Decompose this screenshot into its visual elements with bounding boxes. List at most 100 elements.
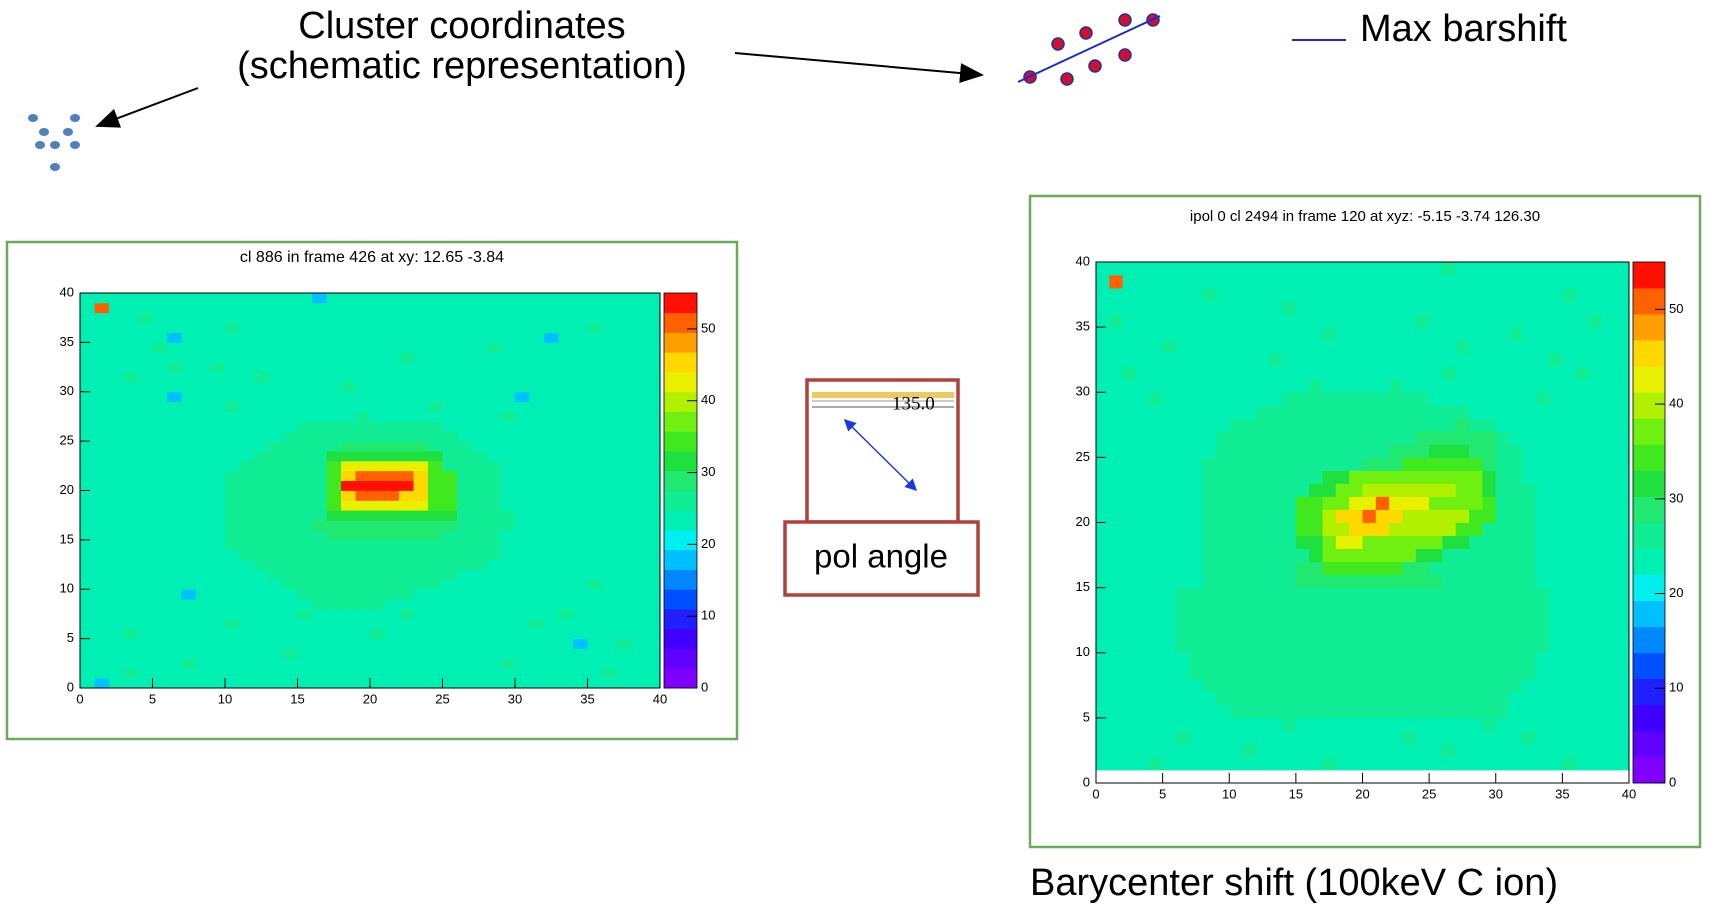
cell (1203, 262, 1217, 275)
cell (167, 570, 182, 580)
cell (240, 412, 255, 422)
cell (1429, 523, 1443, 536)
cell (225, 481, 240, 491)
cell (573, 500, 588, 510)
cell (1269, 483, 1283, 496)
cell (1176, 731, 1190, 744)
cell (1522, 366, 1536, 379)
cell (1176, 405, 1190, 418)
cell (1456, 262, 1470, 275)
cluster-subtitle: (schematic representation) (237, 45, 687, 87)
cell (1243, 614, 1257, 627)
cell (1616, 536, 1630, 549)
cell (1256, 444, 1270, 457)
cell (1123, 666, 1137, 679)
cell (95, 402, 110, 412)
cell (1522, 627, 1536, 640)
cell (544, 451, 559, 461)
cell (1163, 262, 1177, 275)
cell (1149, 757, 1163, 770)
colorbar-band (664, 609, 697, 629)
cell (95, 500, 110, 510)
cell (1336, 379, 1350, 392)
cell (153, 412, 168, 422)
schematic-dots (28, 114, 80, 171)
cell (1363, 353, 1377, 366)
cell (1496, 549, 1510, 562)
cell (283, 609, 298, 619)
cell (1376, 679, 1390, 692)
cell (501, 570, 516, 580)
cell (1123, 353, 1137, 366)
cell (1243, 353, 1257, 366)
cell (1496, 353, 1510, 366)
cell (1309, 340, 1323, 353)
cell (1216, 692, 1230, 705)
y-tick-label: 20 (1076, 514, 1090, 529)
cell (1323, 496, 1337, 509)
cell (1562, 509, 1576, 522)
cell (1323, 627, 1337, 640)
cell (80, 412, 95, 422)
cell (283, 451, 298, 461)
cell (1389, 744, 1403, 757)
cell (457, 441, 472, 451)
cell (631, 609, 646, 619)
cell (1109, 483, 1123, 496)
cell (1536, 705, 1550, 718)
cell (1229, 457, 1243, 470)
cell (167, 313, 182, 323)
cell (1482, 614, 1496, 627)
cell (457, 619, 472, 629)
cell (225, 609, 240, 619)
cell (1549, 470, 1563, 483)
cell (1256, 301, 1270, 314)
cell (298, 609, 313, 619)
cell (1349, 562, 1363, 575)
cell (588, 520, 603, 530)
cell (196, 431, 211, 441)
cell (573, 609, 588, 619)
cell (428, 333, 443, 343)
cell (269, 352, 284, 362)
colorbar-band (1633, 496, 1665, 522)
cell (472, 530, 487, 540)
cell (486, 372, 501, 382)
cell (1509, 275, 1523, 288)
cell (559, 441, 574, 451)
cell (341, 649, 356, 659)
cell (1589, 692, 1603, 705)
cell (312, 362, 327, 372)
cell (1243, 327, 1257, 340)
cell (1442, 679, 1456, 692)
cell (196, 510, 211, 520)
cell (124, 570, 139, 580)
cell (269, 382, 284, 392)
cell (1336, 653, 1350, 666)
colorbar-band (1633, 262, 1665, 288)
cell (196, 649, 211, 659)
cell (1096, 301, 1110, 314)
cell (356, 629, 371, 639)
cell (1123, 262, 1137, 275)
cell (298, 392, 313, 402)
cell (457, 392, 472, 402)
cell (617, 658, 632, 668)
cell (414, 362, 429, 372)
cell (1429, 679, 1443, 692)
cell (80, 500, 95, 510)
cell (1283, 262, 1297, 275)
cell (1176, 718, 1190, 731)
cell (225, 431, 240, 441)
cell (646, 421, 661, 431)
cell (254, 510, 269, 520)
cell (269, 481, 284, 491)
cell (124, 639, 139, 649)
cell (530, 352, 545, 362)
cell (1589, 483, 1603, 496)
cell (1323, 692, 1337, 705)
cell (1602, 549, 1616, 562)
cell (1376, 627, 1390, 640)
cell (1509, 679, 1523, 692)
cell (1203, 496, 1217, 509)
